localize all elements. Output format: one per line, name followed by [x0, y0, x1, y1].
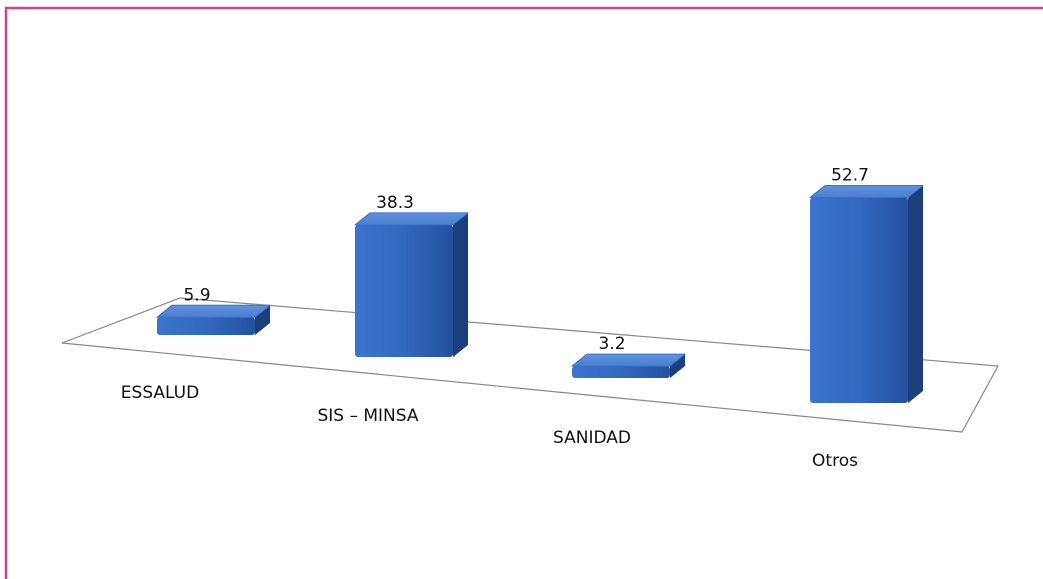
- floor: [61, 297, 999, 433]
- x-tick-label: ESSALUD: [121, 383, 199, 403]
- bar-top: [354, 212, 469, 226]
- bar-front: [157, 317, 255, 335]
- frame: [4, 6, 1043, 579]
- bar: [156, 304, 271, 335]
- bar-top: [809, 184, 924, 198]
- bar: [809, 184, 924, 403]
- bar-side: [255, 305, 270, 335]
- data-label: 52.7: [831, 165, 869, 185]
- bar-top: [571, 353, 686, 367]
- bar-front: [355, 224, 453, 357]
- data-label: 38.3: [376, 193, 414, 213]
- data-label: 5.9: [183, 285, 210, 305]
- bar-front: [810, 197, 908, 403]
- x-tick-label: SANIDAD: [553, 428, 631, 448]
- data-label: 3.2: [598, 334, 625, 354]
- x-tick-label: SIS – MINSA: [317, 406, 418, 426]
- bar-side: [453, 212, 468, 357]
- bar: [571, 353, 686, 378]
- bar-side: [670, 354, 685, 378]
- bar-side: [908, 185, 923, 403]
- bar-top: [156, 304, 271, 318]
- x-tick-label: Otros: [812, 451, 858, 471]
- bar: [354, 212, 469, 357]
- bar-front: [572, 366, 670, 378]
